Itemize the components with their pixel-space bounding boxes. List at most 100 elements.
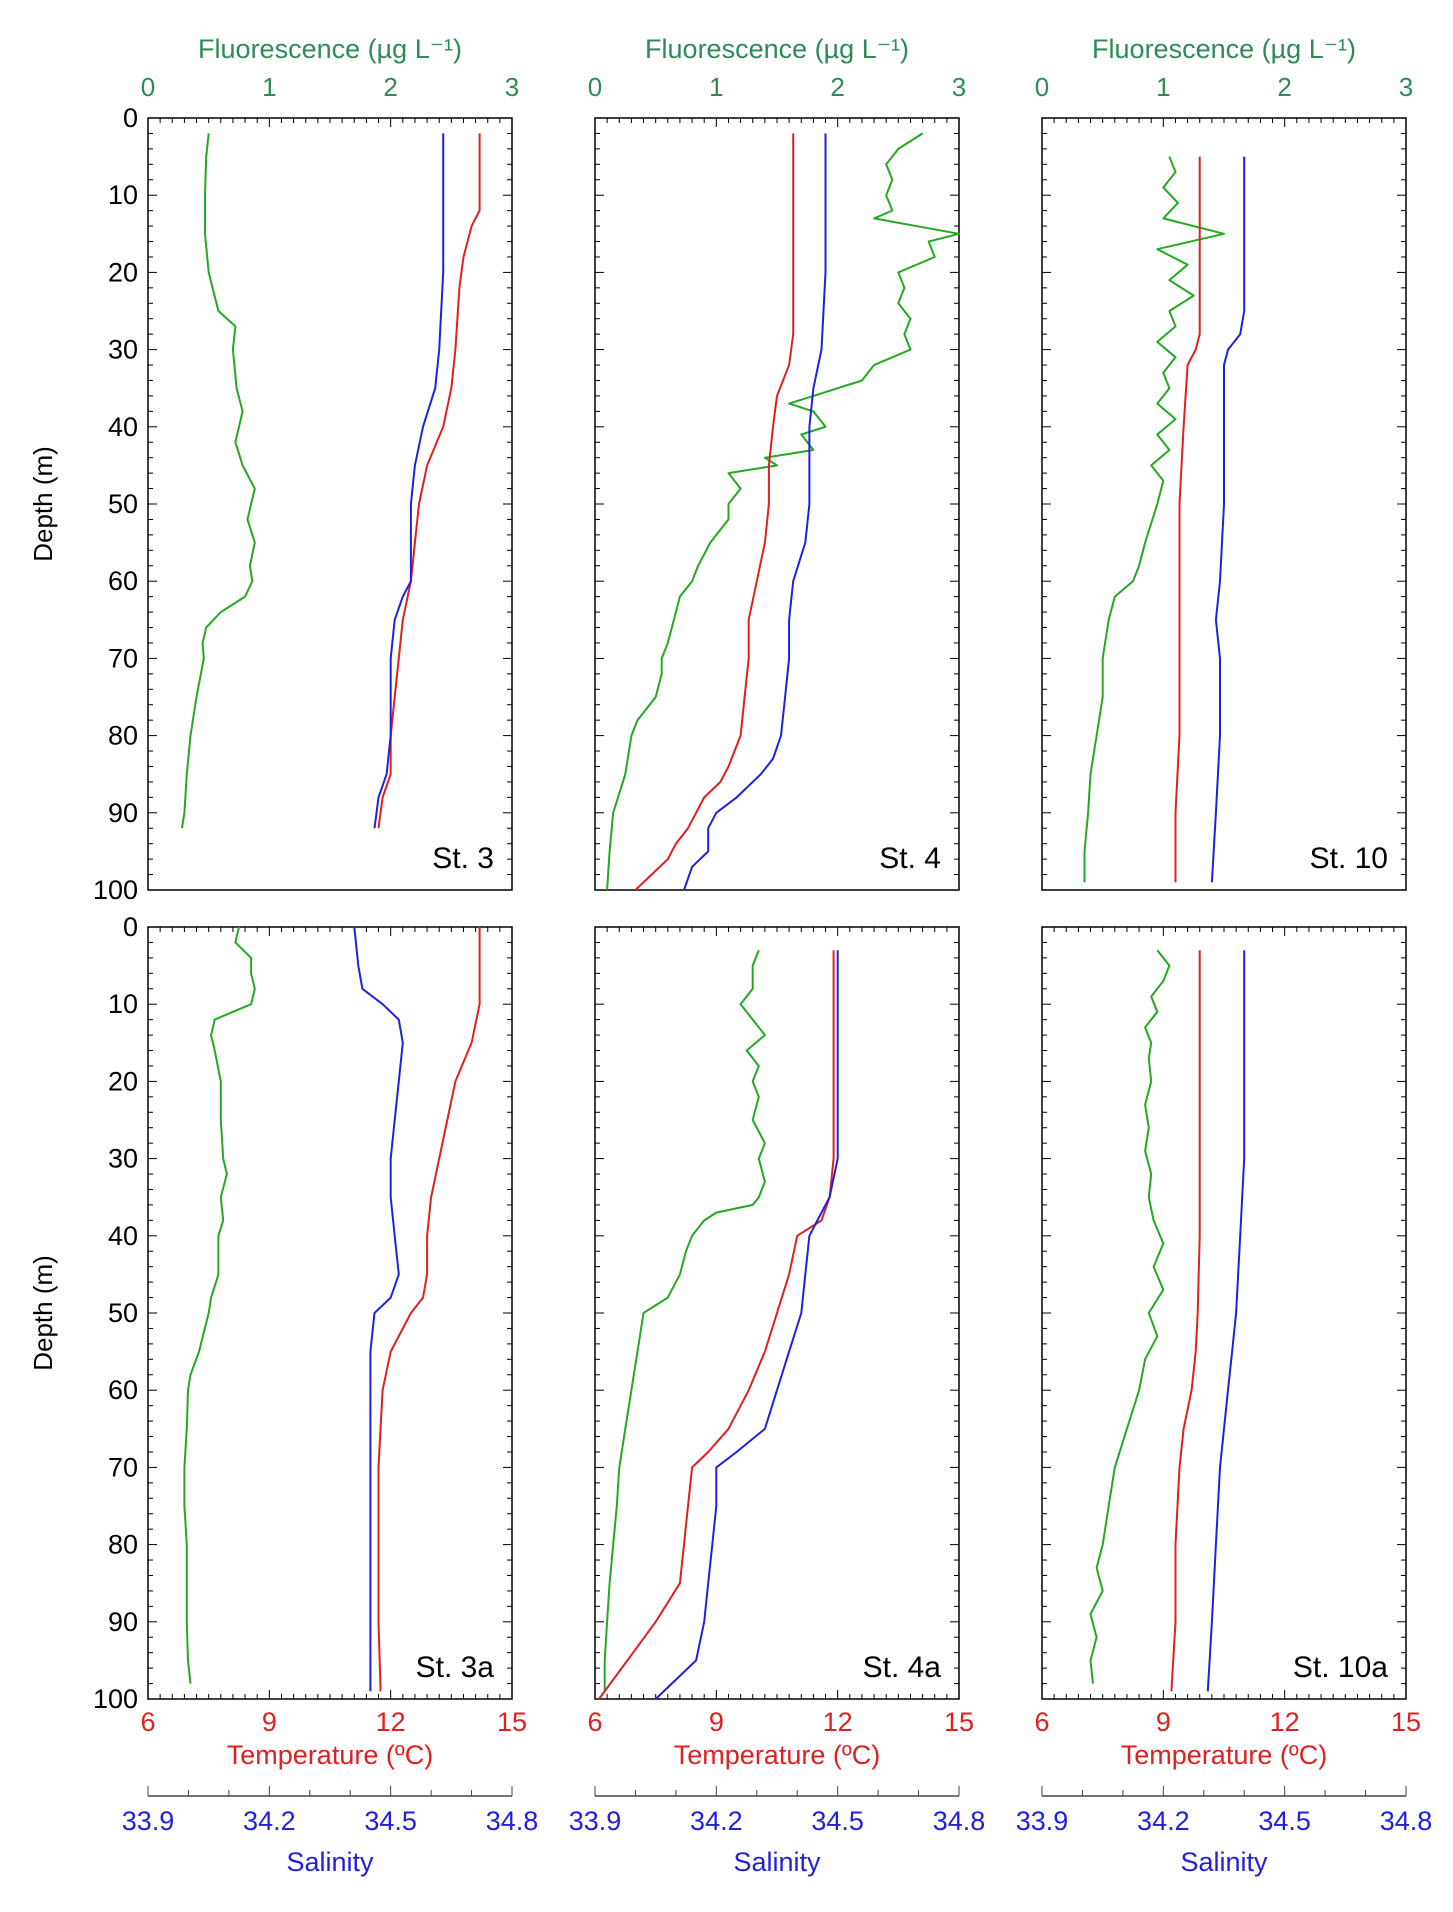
- panel-st-4: 0 1 2 3 Fluorescence (µg L⁻¹) St. 4: [588, 34, 966, 891]
- depth-tick-label: 10: [108, 180, 138, 210]
- fluorescence-tick-label: 0: [1035, 72, 1049, 102]
- salinity-line: [373, 133, 445, 829]
- depth-tick-label: 20: [108, 257, 138, 287]
- fluorescence-axis-label: Fluorescence (µg L⁻¹): [1092, 34, 1356, 64]
- temperature-line: [377, 927, 481, 1692]
- panel-frame: [1041, 926, 1407, 1700]
- depth-tick-label: 90: [108, 798, 138, 828]
- panel-st-10: 0 1 2 3 Fluorescence (µg L⁻¹) St. 10: [1035, 34, 1413, 891]
- fluorescence-line: [183, 926, 256, 1684]
- fluorescence-tick-label: 1: [1156, 72, 1170, 102]
- depth-tick-label: 0: [123, 103, 138, 133]
- fluorescence-line: [1089, 949, 1171, 1684]
- temperature-line: [377, 133, 481, 829]
- panel-st-10a: 6 9 12 15 Temperature (ºC) 33.9 34.2 34.5 34.8 Sa…: [1016, 926, 1433, 1877]
- salinity-axis-label: Salinity: [1180, 1847, 1268, 1877]
- depth-tick-label: 70: [108, 643, 138, 673]
- depth-tick-label: 60: [108, 1375, 138, 1405]
- fluorescence-tick-label: 2: [383, 72, 397, 102]
- fluorescence-tick-label: 0: [141, 72, 155, 102]
- fluorescence-tick-label: 2: [1277, 72, 1291, 102]
- depth-tick-label: 80: [108, 721, 138, 751]
- fluorescence-tick-label: 2: [830, 72, 844, 102]
- salinity-axis-label: Salinity: [733, 1847, 821, 1877]
- station-label: St. 4a: [863, 1651, 942, 1684]
- temperature-tick-label: 9: [1156, 1707, 1171, 1737]
- salinity-tick-label: 34.2: [243, 1806, 296, 1836]
- salinity-tick-label: 34.2: [1137, 1806, 1190, 1836]
- depth-tick-label: 70: [108, 1452, 138, 1482]
- salinity-tick-label: 34.5: [1258, 1806, 1311, 1836]
- fluorescence-tick-label: 3: [1399, 72, 1413, 102]
- salinity-tick-label: 34.8: [1380, 1806, 1433, 1836]
- salinity-tick-label: 34.5: [364, 1806, 417, 1836]
- temperature-tick-label: 12: [376, 1707, 406, 1737]
- fluorescence-axis-label: Fluorescence (µg L⁻¹): [645, 34, 909, 64]
- fluorescence-line: [603, 949, 766, 1692]
- panel-st-3a: 0 10 20 30 40 50 60 70 80 90 100 Depth (m) 6 9 12 15 Tem…: [28, 912, 538, 1877]
- panel-st-4a: 6 9 12 15 Temperature (ºC) 33.9 34.2 34.5 34.8 Sa…: [569, 926, 986, 1877]
- depth-tick-label: 30: [108, 1144, 138, 1174]
- fluorescence-tick-label: 1: [709, 72, 723, 102]
- temperature-axis-label: Temperature (ºC): [227, 1740, 433, 1770]
- salinity-tick-label: 34.8: [486, 1806, 539, 1836]
- depth-tick-label: 100: [93, 1684, 138, 1714]
- fluorescence-tick-label: 3: [952, 72, 966, 102]
- salinity-tick-label: 33.9: [1016, 1806, 1069, 1836]
- temperature-line: [1174, 156, 1201, 883]
- temperature-axis-label: Temperature (ºC): [674, 1740, 880, 1770]
- fluorescence-tick-label: 0: [588, 72, 602, 102]
- depth-tick-label: 50: [108, 489, 138, 519]
- temperature-axis-label: Temperature (ºC): [1121, 1740, 1327, 1770]
- temperature-tick-label: 6: [587, 1707, 602, 1737]
- temperature-tick-label: 15: [944, 1707, 974, 1737]
- depth-tick-label: 10: [108, 989, 138, 1019]
- temperature-tick-label: 12: [1270, 1707, 1300, 1737]
- temperature-tick-label: 9: [262, 1707, 277, 1737]
- depth-tick-label: 90: [108, 1607, 138, 1637]
- temperature-tick-label: 6: [140, 1707, 155, 1737]
- depth-tick-label: 80: [108, 1530, 138, 1560]
- panel-frame: [147, 926, 513, 1700]
- station-label: St. 4: [879, 842, 941, 875]
- salinity-tick-label: 33.9: [569, 1806, 622, 1836]
- salinity-line: [353, 926, 404, 1692]
- depth-tick-label: 60: [108, 566, 138, 596]
- temperature-tick-label: 9: [709, 1707, 724, 1737]
- station-label: St. 3: [432, 842, 494, 875]
- depth-tick-label: 40: [108, 1221, 138, 1251]
- station-label: St. 10a: [1293, 1651, 1388, 1684]
- salinity-tick-label: 34.5: [811, 1806, 864, 1836]
- fluorescence-tick-label: 3: [505, 72, 519, 102]
- depth-tick-label: 40: [108, 412, 138, 442]
- salinity-line: [655, 950, 839, 1700]
- fluorescence-line: [1083, 156, 1225, 883]
- salinity-line: [683, 133, 827, 891]
- depth-tick-label: 30: [108, 335, 138, 365]
- depth-axis-label: Depth (m): [28, 446, 58, 562]
- panel-st-3: 0 10 20 30 40 50 60 70 80 90 100 Depth (m) 0 1 2 3 Fluor…: [28, 34, 519, 905]
- temperature-line: [634, 133, 795, 891]
- fluorescence-axis-label: Fluorescence (µg L⁻¹): [198, 34, 462, 64]
- salinity-tick-label: 34.8: [933, 1806, 986, 1836]
- temperature-line: [598, 950, 835, 1700]
- salinity-line: [1210, 156, 1246, 883]
- depth-tick-label: 0: [123, 912, 138, 942]
- temperature-tick-label: 15: [497, 1707, 527, 1737]
- depth-axis-label: Depth (m): [28, 1255, 58, 1371]
- panel-frame: [594, 117, 960, 891]
- salinity-tick-label: 34.2: [690, 1806, 743, 1836]
- depth-tick-label: 50: [108, 1298, 138, 1328]
- panel-frame: [147, 117, 513, 891]
- temperature-tick-label: 6: [1034, 1707, 1049, 1737]
- salinity-tick-label: 33.9: [122, 1806, 175, 1836]
- salinity-axis-label: Salinity: [286, 1847, 374, 1877]
- fluorescence-tick-label: 1: [262, 72, 276, 102]
- salinity-line: [1206, 950, 1246, 1692]
- depth-tick-label: 100: [93, 875, 138, 905]
- fluorescence-line: [181, 133, 256, 829]
- fluorescence-line: [606, 132, 960, 891]
- station-label: St. 3a: [416, 1651, 495, 1684]
